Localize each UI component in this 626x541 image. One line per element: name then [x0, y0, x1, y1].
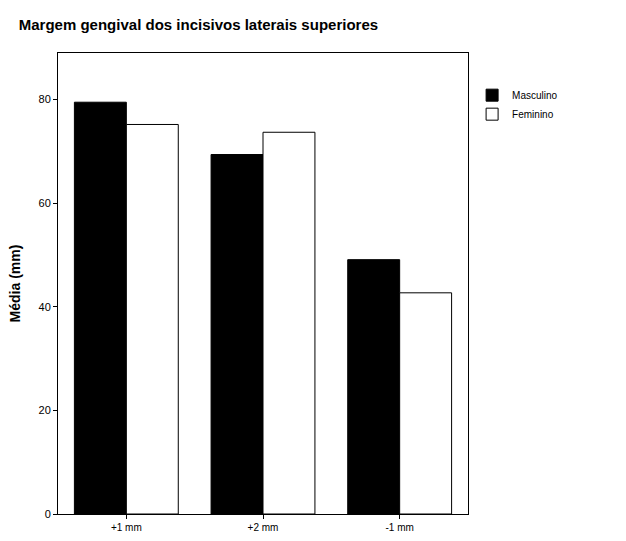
svg-text:-1 mm: -1 mm	[385, 522, 413, 533]
svg-text:Margem gengival dos incisivos: Margem gengival dos incisivos laterais s…	[19, 16, 378, 33]
svg-text:60: 60	[39, 197, 51, 209]
svg-text:40: 40	[39, 301, 51, 313]
svg-text:Masculino: Masculino	[512, 90, 557, 101]
svg-text:20: 20	[39, 404, 51, 416]
svg-text:Feminino: Feminino	[512, 109, 554, 120]
svg-text:Média (mm): Média (mm)	[7, 245, 23, 323]
svg-text:+2 mm: +2 mm	[248, 522, 279, 533]
svg-text:+1 mm: +1 mm	[111, 522, 142, 533]
svg-text:80: 80	[39, 93, 51, 105]
svg-text:0: 0	[45, 508, 51, 520]
